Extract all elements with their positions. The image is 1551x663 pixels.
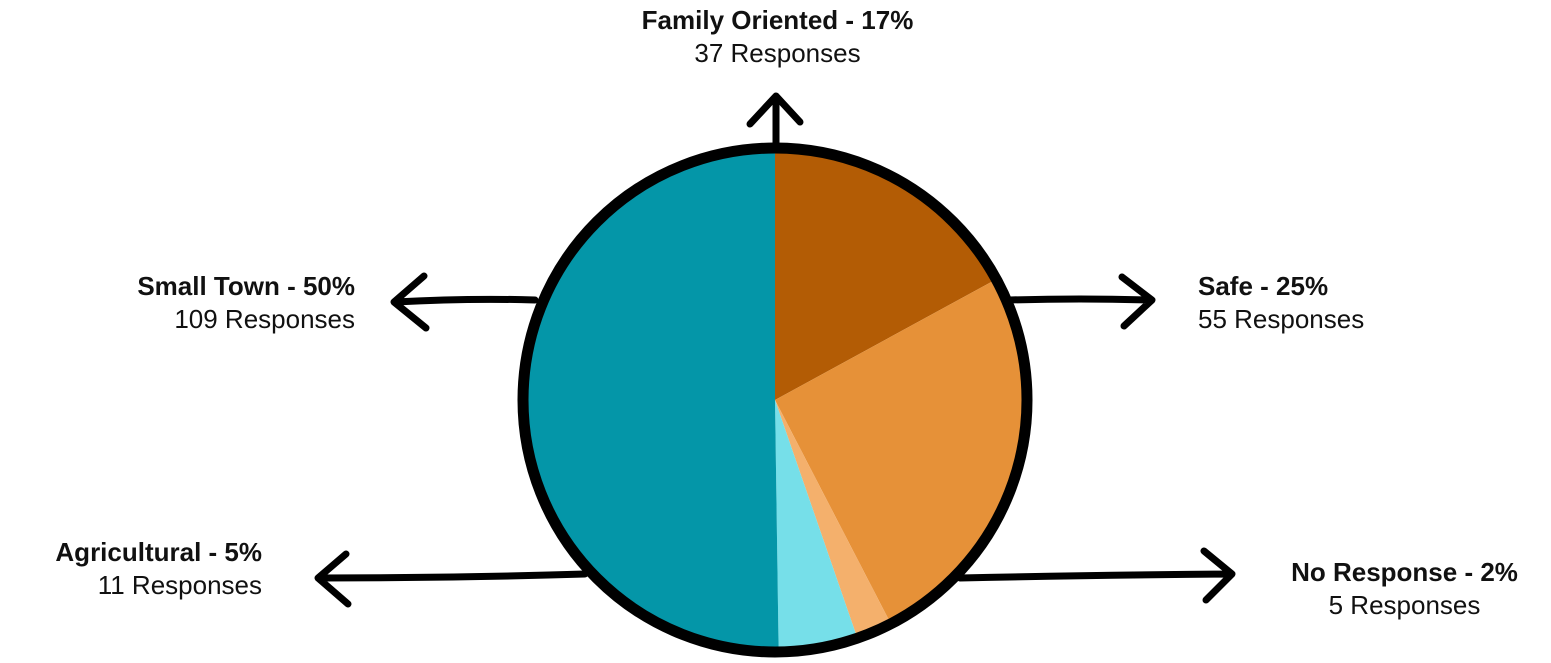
pie-slice-small-town (524, 149, 779, 650)
label-safe-count: 55 Responses (1198, 303, 1365, 334)
pie-outline (517, 142, 1033, 658)
label-small-town-title: Small Town - 50% (137, 271, 355, 301)
arrow-safe (1006, 273, 1156, 330)
label-agricultural-count: 11 Responses (97, 569, 262, 600)
label-no-response-count: 5 Responses (1328, 589, 1481, 620)
pointer-arrows (314, 92, 1236, 608)
label-no-response-title: No Response - 2% (1291, 557, 1518, 587)
pie-slices (524, 149, 1026, 650)
arrow-agricultural (314, 550, 589, 608)
label-family-oriented: Family Oriented - 17% 37 Responses (600, 4, 955, 69)
pie-slice-agricultural (775, 400, 857, 650)
label-small-town-count: 109 Responses (174, 303, 355, 334)
pie-slice-no-response (775, 400, 890, 637)
label-small-town: Small Town - 50% 109 Responses (40, 270, 355, 335)
label-agricultural: Agricultural - 5% 11 Responses (0, 536, 262, 601)
arrow-no-response (956, 547, 1236, 604)
label-safe-title: Safe - 25% (1198, 271, 1329, 301)
label-family-oriented-count: 37 Responses (694, 37, 861, 68)
pie-slice-safe (775, 280, 1026, 623)
label-safe: Safe - 25% 55 Responses (1198, 270, 1364, 335)
label-agricultural-title: Agricultural - 5% (55, 537, 262, 567)
label-family-oriented-title: Family Oriented - 17% (641, 5, 914, 35)
arrow-small-town (390, 272, 539, 332)
label-no-response: No Response - 2% 5 Responses (1262, 556, 1547, 621)
